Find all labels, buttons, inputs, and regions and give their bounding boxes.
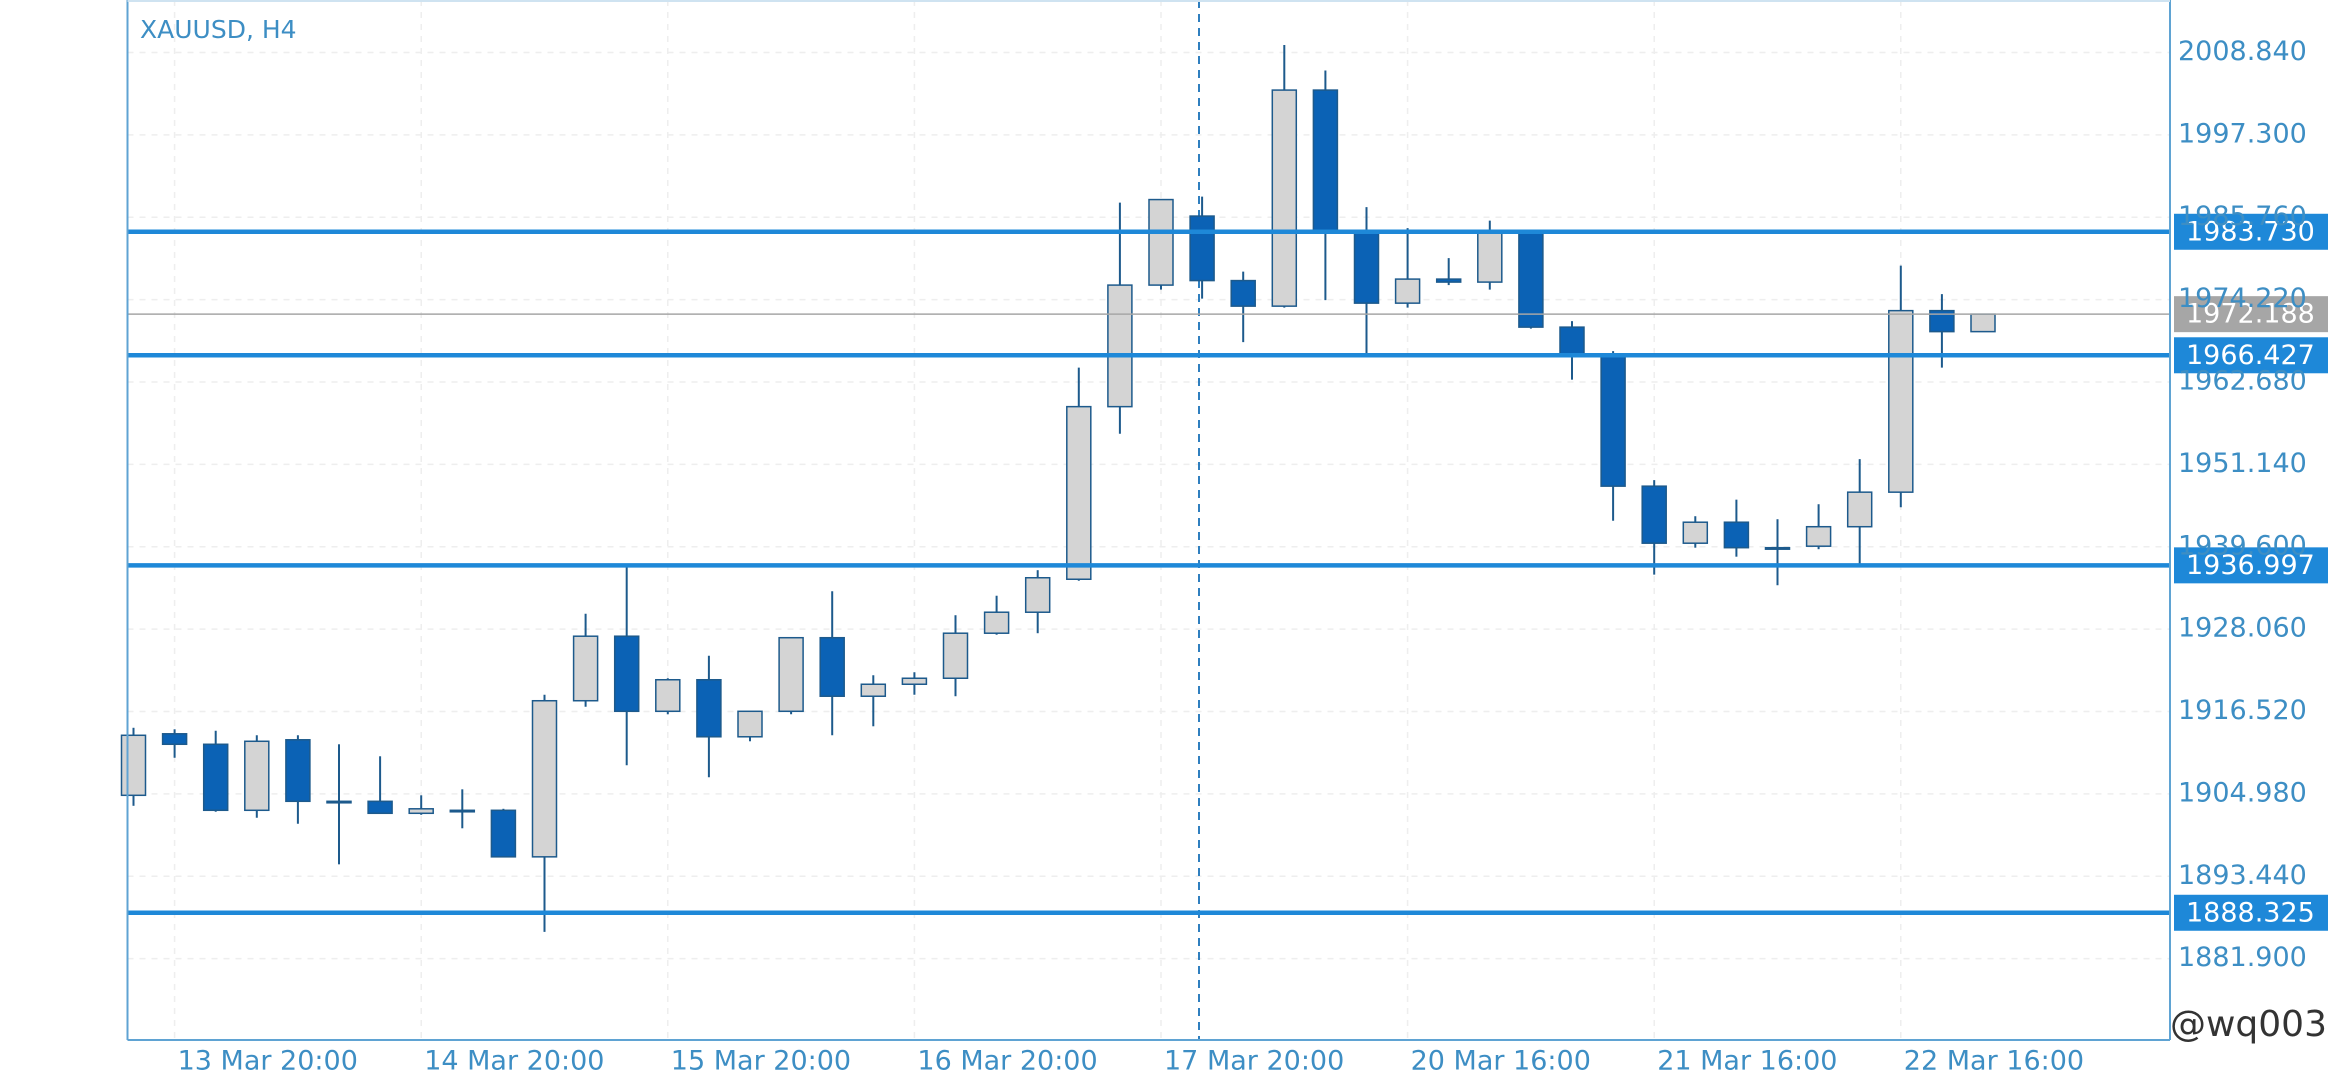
candle-body bbox=[367, 800, 393, 815]
price-line-label: 1983.730 bbox=[2186, 216, 2315, 247]
grid bbox=[127, 0, 2170, 1040]
candle-body bbox=[1148, 198, 1174, 286]
y-tick-label: 1962.680 bbox=[2178, 366, 2307, 397]
current-price-label: 1972.188 bbox=[2186, 299, 2315, 330]
candle-body bbox=[1723, 521, 1750, 549]
price-line-box bbox=[2174, 547, 2328, 584]
candle-body bbox=[613, 635, 640, 713]
candle-body bbox=[1518, 231, 1544, 328]
price-line-box bbox=[2174, 213, 2328, 250]
x-tick-label: 14 Mar 20:00 bbox=[424, 1046, 604, 1077]
y-tick-label: 1904.980 bbox=[2178, 777, 2307, 808]
candle-body bbox=[655, 678, 681, 713]
candle-body bbox=[244, 740, 270, 812]
candle-body bbox=[1066, 405, 1092, 580]
candle-body bbox=[1353, 230, 1380, 304]
candle-body bbox=[1024, 576, 1051, 613]
candle-body bbox=[1846, 491, 1873, 528]
x-tick-label: 16 Mar 20:00 bbox=[917, 1046, 1097, 1077]
y-tick-label: 1928.060 bbox=[2178, 613, 2307, 644]
candle-body bbox=[1189, 215, 1215, 282]
candle-body bbox=[696, 678, 722, 738]
candle-body bbox=[1600, 353, 1626, 487]
candle-body bbox=[285, 739, 311, 803]
candle-body bbox=[326, 800, 352, 804]
x-tick-label: 17 Mar 20:00 bbox=[1164, 1046, 1344, 1077]
y-tick-label: 1951.140 bbox=[2178, 448, 2307, 479]
candle-body bbox=[1107, 284, 1133, 408]
candle-body bbox=[1805, 525, 1832, 547]
axis-labels: 2008.840 1997.300 1985.760 1974.220 1962.680… bbox=[178, 36, 2307, 1076]
candle-body bbox=[1559, 326, 1585, 355]
x-tick-label: 13 Mar 20:00 bbox=[178, 1046, 358, 1077]
candle-body bbox=[1929, 309, 1955, 333]
candle-body bbox=[1764, 546, 1791, 550]
candle-body bbox=[860, 683, 887, 697]
y-tick-label: 1881.900 bbox=[2178, 942, 2307, 973]
candle-body bbox=[737, 710, 763, 738]
candle-body bbox=[1394, 278, 1421, 304]
candle-body bbox=[901, 677, 928, 685]
candle-body bbox=[490, 809, 517, 858]
candle-body bbox=[1641, 485, 1667, 544]
candle-body bbox=[1888, 309, 1914, 493]
price-line-label: 1936.997 bbox=[2186, 550, 2315, 581]
candle-body bbox=[572, 635, 599, 702]
candle-body bbox=[408, 808, 434, 815]
y-tick-label: 1893.440 bbox=[2178, 860, 2307, 891]
chart-title: XAUUSD, H4 bbox=[140, 15, 297, 44]
price-lines: 1972.188 1983.730 1966.427 1936.997 1888.325 bbox=[127, 213, 2328, 931]
price-line-box bbox=[2174, 337, 2328, 374]
candle-body bbox=[1682, 521, 1709, 544]
candle-body bbox=[1477, 231, 1503, 283]
candle-body bbox=[1435, 278, 1462, 283]
candle-body bbox=[449, 809, 476, 813]
candle-body bbox=[778, 636, 804, 713]
x-tick-label: 15 Mar 20:00 bbox=[671, 1046, 851, 1077]
candles bbox=[120, 45, 1996, 932]
x-tick-label: 20 Mar 16:00 bbox=[1411, 1046, 1591, 1077]
candle-body bbox=[942, 632, 969, 679]
watermark: @wq003 bbox=[2170, 1004, 2327, 1045]
price-line-label: 1966.427 bbox=[2186, 340, 2315, 371]
x-tick-label: 22 Mar 16:00 bbox=[1904, 1046, 2084, 1077]
y-tick-label: 2008.840 bbox=[2178, 36, 2307, 67]
candle-body bbox=[1230, 279, 1256, 307]
candle-body bbox=[1970, 313, 1996, 333]
candle-body bbox=[161, 733, 188, 746]
candle-body bbox=[120, 734, 147, 797]
candle-body bbox=[983, 611, 1010, 634]
y-tick-label: 1939.600 bbox=[2178, 530, 2307, 561]
candle-body bbox=[1271, 89, 1298, 307]
candle-body bbox=[819, 636, 845, 697]
candle-body bbox=[1312, 89, 1339, 232]
price-line-label: 1888.325 bbox=[2186, 897, 2315, 928]
y-tick-label: 1997.300 bbox=[2178, 118, 2307, 149]
candle-body bbox=[202, 743, 229, 812]
x-tick-label: 21 Mar 16:00 bbox=[1657, 1046, 1837, 1077]
candle-body bbox=[531, 699, 558, 858]
y-tick-label: 1974.220 bbox=[2178, 283, 2307, 314]
y-tick-label: 1985.760 bbox=[2178, 201, 2307, 232]
price-line-box bbox=[2174, 894, 2328, 931]
y-tick-label: 1916.520 bbox=[2178, 695, 2307, 726]
current-price-box bbox=[2174, 296, 2328, 333]
